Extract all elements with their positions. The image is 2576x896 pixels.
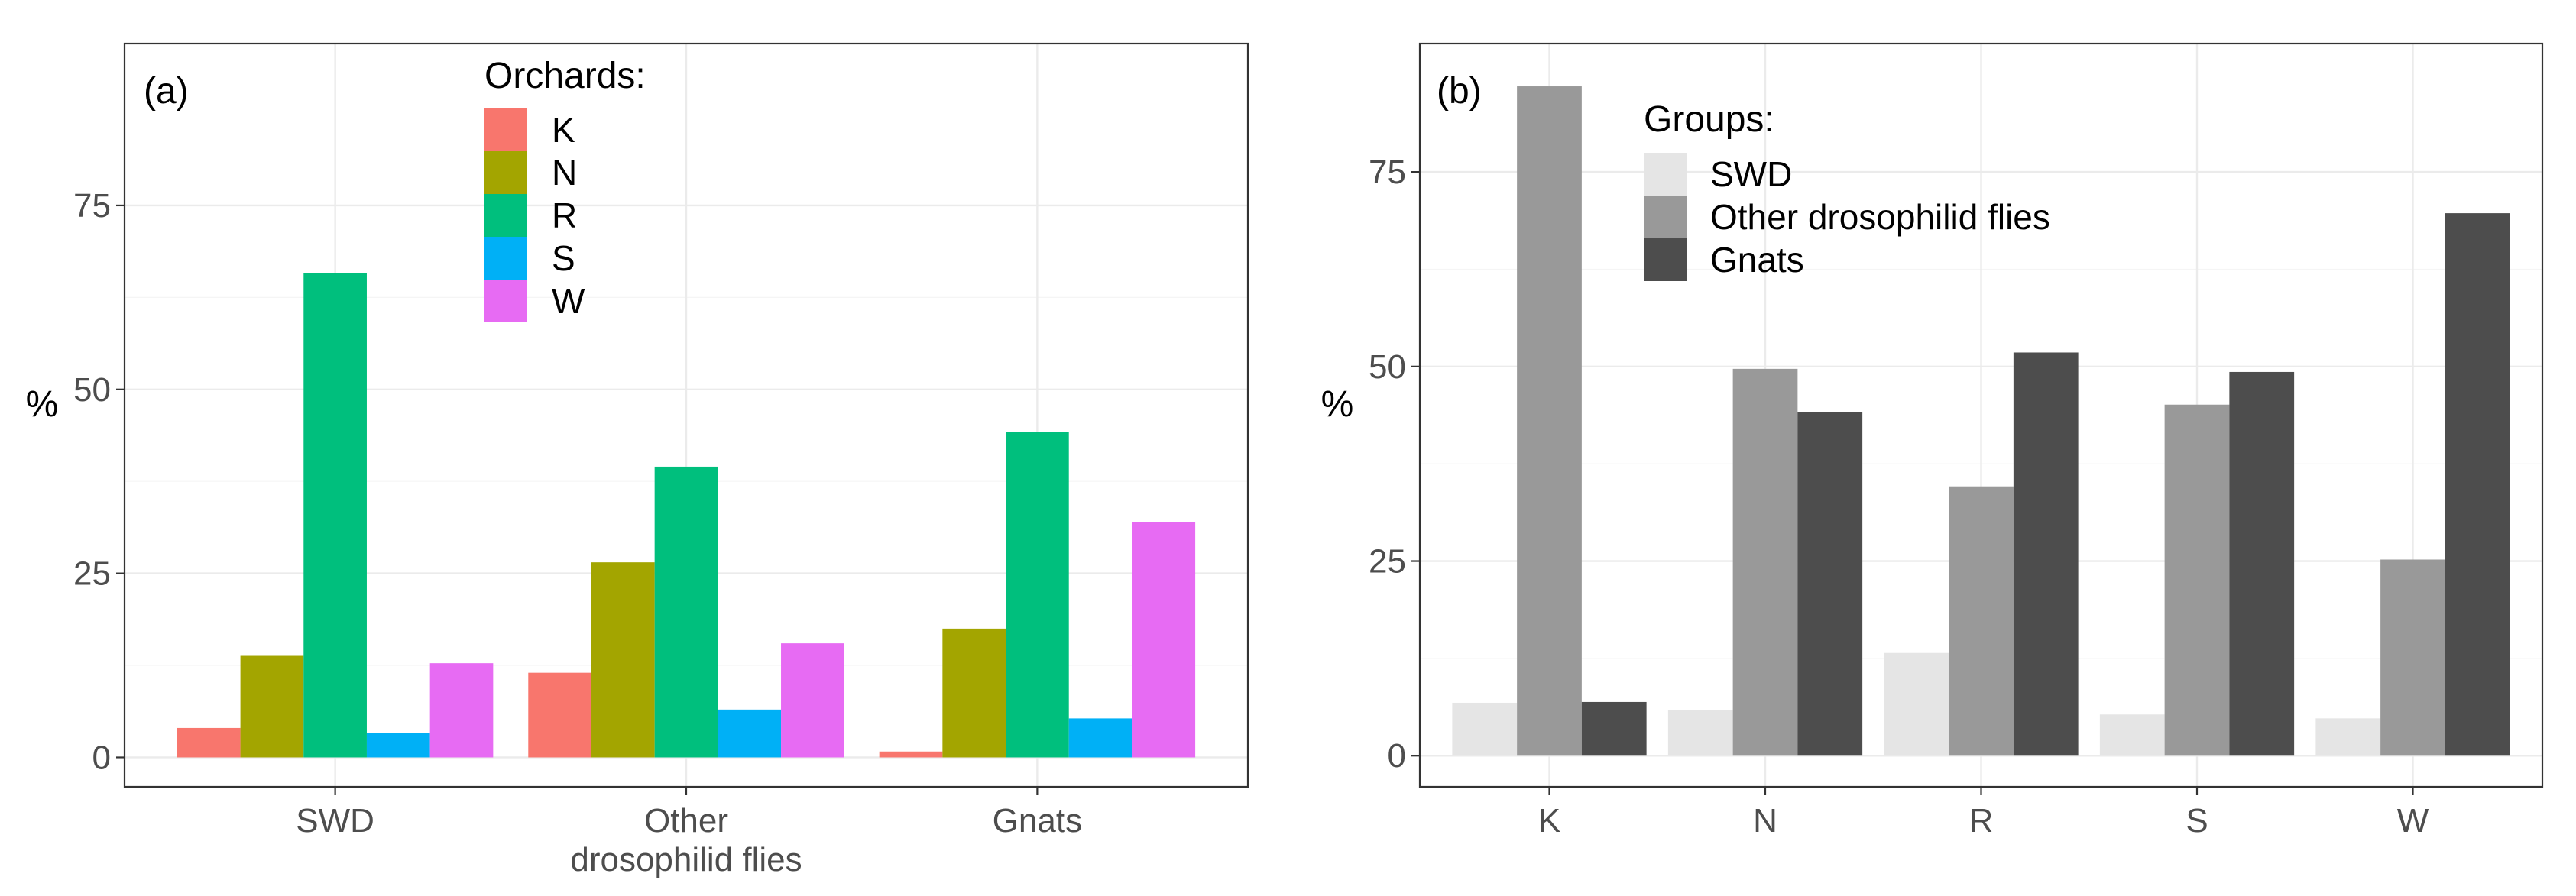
panel-a-bar-s xyxy=(366,733,430,758)
panel-b-bar-swd xyxy=(1667,710,1733,756)
panel-a-legend-key xyxy=(484,280,527,322)
panel-b-bar-other-drosophilid-flies xyxy=(2380,559,2445,756)
panel-a-ylabel: % xyxy=(26,384,59,425)
panel-b-xtick-label: S xyxy=(2186,802,2208,839)
panel-a-legend-key xyxy=(484,237,527,280)
panel-b-legend-label: SWD xyxy=(1710,154,1792,194)
panel-a-ytick-label: 75 xyxy=(73,187,111,225)
panel-a-ytick-label: 50 xyxy=(73,371,111,409)
panel-b-ytick-label: 25 xyxy=(1369,543,1406,581)
panel-a-xtick-label: Other xyxy=(644,802,728,839)
panel-a-ytick-label: 25 xyxy=(73,555,111,593)
panel-a-legend-key xyxy=(484,151,527,194)
panel-b-ytick-label: 50 xyxy=(1369,348,1406,386)
panel-b-border xyxy=(1418,42,2544,788)
panel-a-border xyxy=(123,42,1249,788)
panel-b-legend-label: Other drosophilid flies xyxy=(1710,197,2050,237)
panel-a-bar-w xyxy=(1132,522,1196,758)
panel-b-bar-swd xyxy=(1884,652,1949,756)
panel-b-bar-other-drosophilid-flies xyxy=(1732,368,1798,756)
panel-b-bar-gnats xyxy=(2229,371,2295,756)
panel-a-bar-n xyxy=(591,562,655,758)
panel-a-bars xyxy=(177,273,1196,758)
panel-a-bar-r xyxy=(303,273,367,758)
panel-b-bar-gnats xyxy=(2445,213,2510,756)
panel-b-bar-swd xyxy=(2099,714,2165,756)
panel-b-legend-key xyxy=(1644,196,1687,238)
panel-a-ytick-label: 0 xyxy=(92,739,111,776)
panel-a-xtick-label: Gnats xyxy=(993,802,1082,839)
panel-a-bar-w xyxy=(781,643,844,758)
panel-a-legend-key xyxy=(484,108,527,151)
panel-b-xtick-label: N xyxy=(1753,802,1777,839)
panel-a-xtick-label: drosophilid flies xyxy=(570,841,802,878)
panel-b-xtick-label: W xyxy=(2397,802,2429,839)
panel-a-chart: % (a) Orchards: 0 25 50 75 SWD Otherdrosophil… xyxy=(26,42,1249,878)
panel-a-bar-n xyxy=(942,628,1006,758)
panel-b-bar-gnats xyxy=(2013,352,2079,756)
panel-b-xtick-label: R xyxy=(1969,802,1994,839)
panel-b-bar-gnats xyxy=(1581,701,1647,756)
panel-a-legend-label: R xyxy=(552,196,577,235)
panel-b-xtick-label: K xyxy=(1538,802,1560,839)
panel-b-bar-swd xyxy=(1452,702,1518,756)
panel-a-legend-title: Orchards: xyxy=(484,56,646,96)
panel-a-legend-key xyxy=(484,194,527,237)
panel-b-label: (b) xyxy=(1437,71,1482,112)
panel-b-bar-other-drosophilid-flies xyxy=(1517,86,1582,756)
panel-b-legend-label: Gnats xyxy=(1710,240,1804,280)
panel-a-legend-label: W xyxy=(552,281,585,321)
panel-a-legend-label: N xyxy=(552,153,577,192)
panel-b-legend-title: Groups: xyxy=(1644,99,1774,140)
panel-a-bar-n xyxy=(240,655,304,758)
panel-a-bar-r xyxy=(654,466,718,758)
panel-a-bar-k xyxy=(177,727,241,758)
panel-a-xtick-label: SWD xyxy=(296,802,374,839)
panel-b-bar-other-drosophilid-flies xyxy=(1949,486,2014,756)
panel-a-bar-w xyxy=(429,663,494,758)
panel-a-legend-label: K xyxy=(552,110,575,150)
panel-b-legend-key xyxy=(1644,238,1687,281)
panel-b-bars xyxy=(1452,86,2510,756)
panel-b-ytick-label: 0 xyxy=(1388,737,1406,775)
panel-a-bar-r xyxy=(1006,432,1069,758)
panel-b-bar-other-drosophilid-flies xyxy=(2164,404,2230,756)
panel-b-ytick-label: 75 xyxy=(1369,154,1406,191)
panel-b-legend-key xyxy=(1644,153,1687,196)
panel-b-bar-gnats xyxy=(1797,412,1863,756)
panel-a-legend-label: S xyxy=(552,238,575,278)
panel-a-bar-k xyxy=(528,672,591,758)
panel-b-bar-swd xyxy=(2315,718,2381,756)
panel-a-bar-s xyxy=(1068,718,1132,758)
panel-b-ylabel: % xyxy=(1321,384,1354,425)
panel-a-label: (a) xyxy=(144,71,189,112)
panel-a-bar-s xyxy=(718,709,782,758)
panel-a-bar-k xyxy=(879,751,943,758)
